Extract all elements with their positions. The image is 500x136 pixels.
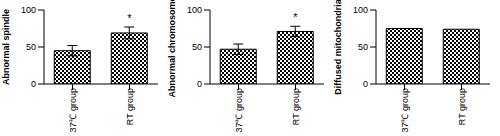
svg-text:0: 0 [31,79,36,89]
svg-text:37℃ group: 37℃ group [68,88,78,133]
svg-text:RT group: RT group [125,88,135,125]
svg-text:0: 0 [363,79,368,89]
svg-text:37℃ group: 37℃ group [400,88,410,133]
svg-text:*: * [127,12,132,24]
svg-text:RT group: RT group [291,88,301,125]
svg-text:50: 50 [26,42,36,52]
svg-text:37℃ group: 37℃ group [234,88,244,133]
svg-text:100: 100 [353,5,368,15]
svg-text:50: 50 [358,42,368,52]
svg-text:100: 100 [21,5,36,15]
svg-text:50: 50 [192,42,202,52]
svg-text:Abnormal chromosome: Abnormal chromosome [167,0,177,98]
svg-text:Diffused mitochondria: Diffused mitochondria [333,0,343,95]
svg-text:RT group: RT group [457,88,467,125]
svg-text:Abnormal spindle: Abnormal spindle [8,9,11,85]
svg-text:*: * [293,11,298,23]
svg-text:0: 0 [197,79,202,89]
svg-text:100: 100 [187,5,202,15]
